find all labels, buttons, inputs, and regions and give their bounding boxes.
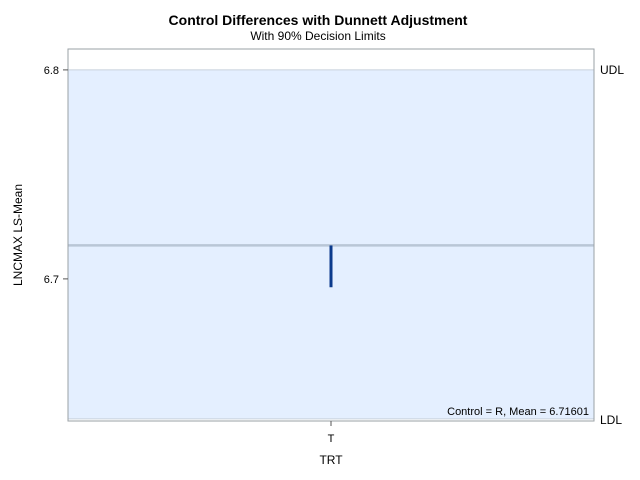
x-tick-label-T: T [328, 433, 335, 445]
y-tick-label: 6.8 [44, 65, 59, 77]
x-axis: T [328, 421, 335, 445]
chart-title: Control Differences with Dunnett Adjustm… [169, 12, 468, 28]
udl-label: UDL [600, 63, 624, 77]
x-axis-label: TRT [319, 453, 343, 467]
control-mean-inset: Control = R, Mean = 6.71601 [447, 406, 589, 418]
y-tick-label: 6.7 [44, 274, 59, 286]
y-axis-label: LNCMAX LS-Mean [11, 184, 25, 286]
ldl-label: LDL [600, 413, 622, 427]
y-axis: 6.7 6.8 [44, 65, 68, 286]
chart-subtitle: With 90% Decision Limits [250, 29, 385, 43]
plot-area: Control = R, Mean = 6.71601 [67, 48, 595, 422]
